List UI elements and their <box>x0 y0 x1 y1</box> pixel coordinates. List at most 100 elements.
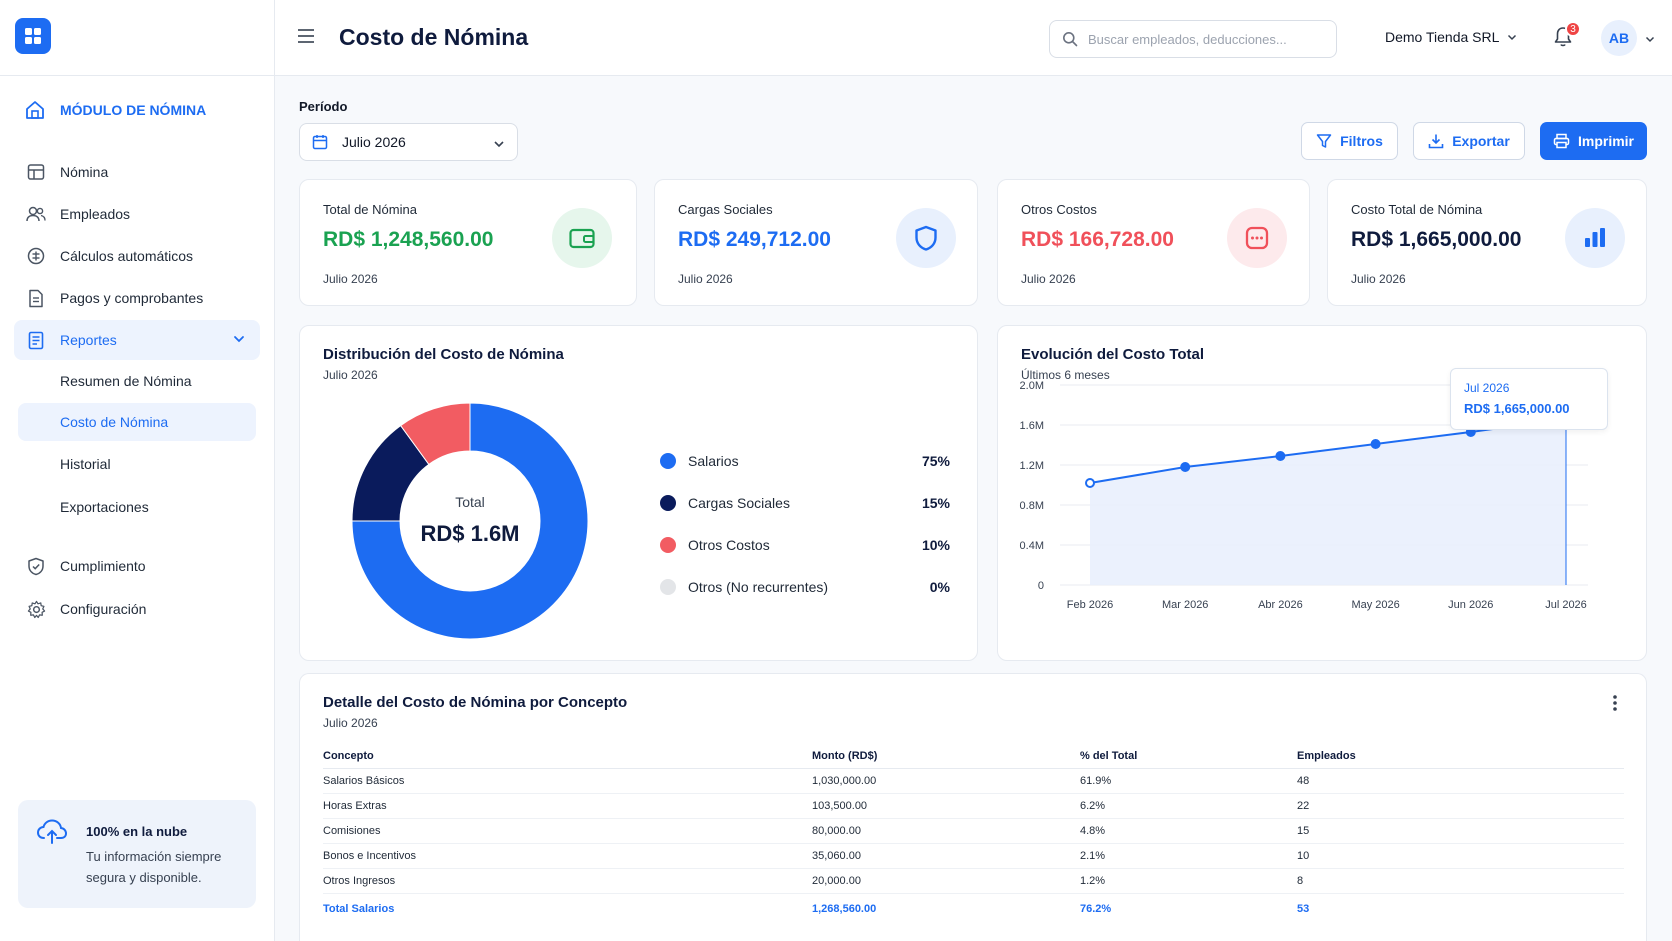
table-cell: 103,500.00 <box>812 793 1080 819</box>
print-button-label: Imprimir <box>1577 133 1634 149</box>
kpi-subtitle: Julio 2026 <box>1351 272 1406 286</box>
sidebar-item-reportes[interactable]: Reportes <box>14 320 260 360</box>
search-icon <box>1063 32 1078 47</box>
wallet-icon <box>552 208 612 268</box>
calculator-icon <box>26 246 46 266</box>
legend-percent: 10% <box>921 537 950 553</box>
legend-item: Otros Costos 10% <box>660 533 950 557</box>
distribution-subtitle: Julio 2026 <box>323 368 378 382</box>
grid-icon <box>25 28 41 44</box>
search-input[interactable] <box>1088 31 1318 47</box>
company-name: Demo Tienda SRL <box>1385 29 1500 45</box>
sidebar-item-label: Reportes <box>60 332 117 348</box>
table-cell: 61.9% <box>1080 768 1297 794</box>
sidebar-subitem-exportaciones[interactable]: Exportaciones <box>18 488 256 526</box>
table-cell: Total Salarios <box>323 903 395 916</box>
export-button[interactable]: Exportar <box>1413 122 1525 160</box>
line-point[interactable] <box>1370 439 1381 449</box>
x-tick-label: Abr 2026 <box>1258 599 1303 611</box>
sidebar-item-cumplimiento[interactable]: Cumplimiento <box>14 546 260 586</box>
donut-center-value: RD$ 1.6M <box>420 521 520 546</box>
period-select[interactable]: Julio 2026 <box>299 123 518 161</box>
table-header-row: Concepto Monto (RD$) % del Total Emplead… <box>323 744 1624 769</box>
shield-check-icon <box>26 556 46 576</box>
shield-icon <box>896 208 956 268</box>
kpi-subtitle: Julio 2026 <box>678 272 733 286</box>
kpi-card-cargas-sociales: Cargas Sociales RD$ 249,712.00 Julio 202… <box>654 179 978 306</box>
sidebar-item-configuracion[interactable]: Configuración <box>14 589 260 629</box>
sidebar-subitem-historial[interactable]: Historial <box>18 445 256 483</box>
notification-badge: 3 <box>1565 21 1581 37</box>
export-button-label: Exportar <box>1452 133 1510 149</box>
filters-button[interactable]: Filtros <box>1301 122 1398 160</box>
table-cell: Comisiones <box>323 818 812 844</box>
more-options-icon[interactable] <box>1612 694 1618 712</box>
legend-dot <box>660 537 676 553</box>
report-icon <box>26 330 46 350</box>
donut-slice-2 <box>399 402 471 466</box>
sidebar-item-label: Empleados <box>60 206 131 222</box>
payroll-icon <box>26 162 46 182</box>
filters-button-label: Filtros <box>1340 133 1383 149</box>
chevron-down-icon[interactable] <box>1645 34 1655 44</box>
table-cell: 2.1% <box>1080 843 1297 869</box>
receipt-icon <box>26 288 46 308</box>
search-box[interactable] <box>1049 20 1337 58</box>
sidebar-item-pagos[interactable]: Pagos y comprobantes <box>14 278 260 318</box>
chevron-down-icon <box>494 141 504 148</box>
legend-item: Salarios 75% <box>660 449 950 473</box>
table-row: Otros Ingresos 20,000.00 1.2% 8 <box>323 868 1624 894</box>
table-cell: 48 <box>1297 768 1624 794</box>
sidebar-item-calculos[interactable]: Cálculos automáticos <box>14 236 260 276</box>
x-tick-label: Jun 2026 <box>1448 599 1493 611</box>
table-cell: Bonos e Incentivos <box>323 843 812 869</box>
table-row: Bonos e Incentivos 35,060.00 2.1% 10 <box>323 843 1624 869</box>
gear-icon <box>26 599 46 619</box>
sidebar-subitem-costo[interactable]: Costo de Nómina <box>18 403 256 441</box>
legend-percent: 75% <box>921 453 950 469</box>
kpi-value: RD$ 1,665,000.00 <box>1351 228 1522 251</box>
kpi-label: Otros Costos <box>1021 202 1097 217</box>
evolution-card: Evolución del Costo Total Últimos 6 mese… <box>997 325 1647 661</box>
module-title-label: MÓDULO DE NÓMINA <box>60 102 207 118</box>
print-button[interactable]: Imprimir <box>1540 122 1647 160</box>
column-header: Empleados <box>1297 744 1624 769</box>
sidebar-item-nomina[interactable]: Nómina <box>14 152 260 192</box>
sidebar-subitem-label: Costo de Nómina <box>60 414 169 430</box>
module-title[interactable]: MÓDULO DE NÓMINA <box>24 99 206 121</box>
cloud-text: Tu información siempre segura y disponib… <box>86 849 222 885</box>
sidebar-subitem-resumen[interactable]: Resumen de Nómina <box>18 362 256 400</box>
table-cell: 80,000.00 <box>812 818 1080 844</box>
company-selector[interactable]: Demo Tienda SRL <box>1385 29 1517 45</box>
kpi-value: RD$ 1,248,560.00 <box>323 228 494 251</box>
sidebar: MÓDULO DE NÓMINA Nómina Empleados Cálcul… <box>0 0 275 941</box>
line-point[interactable] <box>1180 462 1191 472</box>
line-point[interactable] <box>1085 478 1095 488</box>
calendar-icon <box>312 135 328 150</box>
line-point[interactable] <box>1275 451 1286 461</box>
table-cell: 15 <box>1297 818 1624 844</box>
table-cell: Otros Ingresos <box>323 868 812 894</box>
y-tick-label: 0.8M <box>1020 500 1044 512</box>
y-tick-label: 1.6M <box>1020 420 1044 432</box>
sidebar-subitem-label: Exportaciones <box>60 499 149 515</box>
table-subtitle: Julio 2026 <box>323 716 378 730</box>
chevron-down-icon <box>234 336 244 343</box>
table-cell: 6.2% <box>1080 793 1297 819</box>
sidebar-item-empleados[interactable]: Empleados <box>14 194 260 234</box>
avatar[interactable]: AB <box>1601 20 1637 56</box>
app-logo[interactable] <box>15 18 51 54</box>
hamburger-menu-icon[interactable] <box>297 28 315 44</box>
sidebar-subitem-label: Historial <box>60 456 111 472</box>
legend-label: Cargas Sociales <box>688 495 790 511</box>
legend-item: Cargas Sociales 15% <box>660 491 950 515</box>
detail-table-card: Detalle del Costo de Nómina por Concepto… <box>299 673 1647 941</box>
bar-chart-icon <box>1565 208 1625 268</box>
x-tick-label: Feb 2026 <box>1067 599 1113 611</box>
table-cell: 10 <box>1297 843 1624 869</box>
page-title: Costo de Nómina <box>339 24 529 50</box>
table-row: Horas Extras 103,500.00 6.2% 22 <box>323 793 1624 819</box>
line-chart: 0 0.4M 0.8M 1.2M 1.6M 2.0M Feb 2026 Mar 2026 Abr… <box>1020 380 1588 611</box>
table-cell: 1.2% <box>1080 868 1297 894</box>
column-header: Concepto <box>323 744 812 769</box>
